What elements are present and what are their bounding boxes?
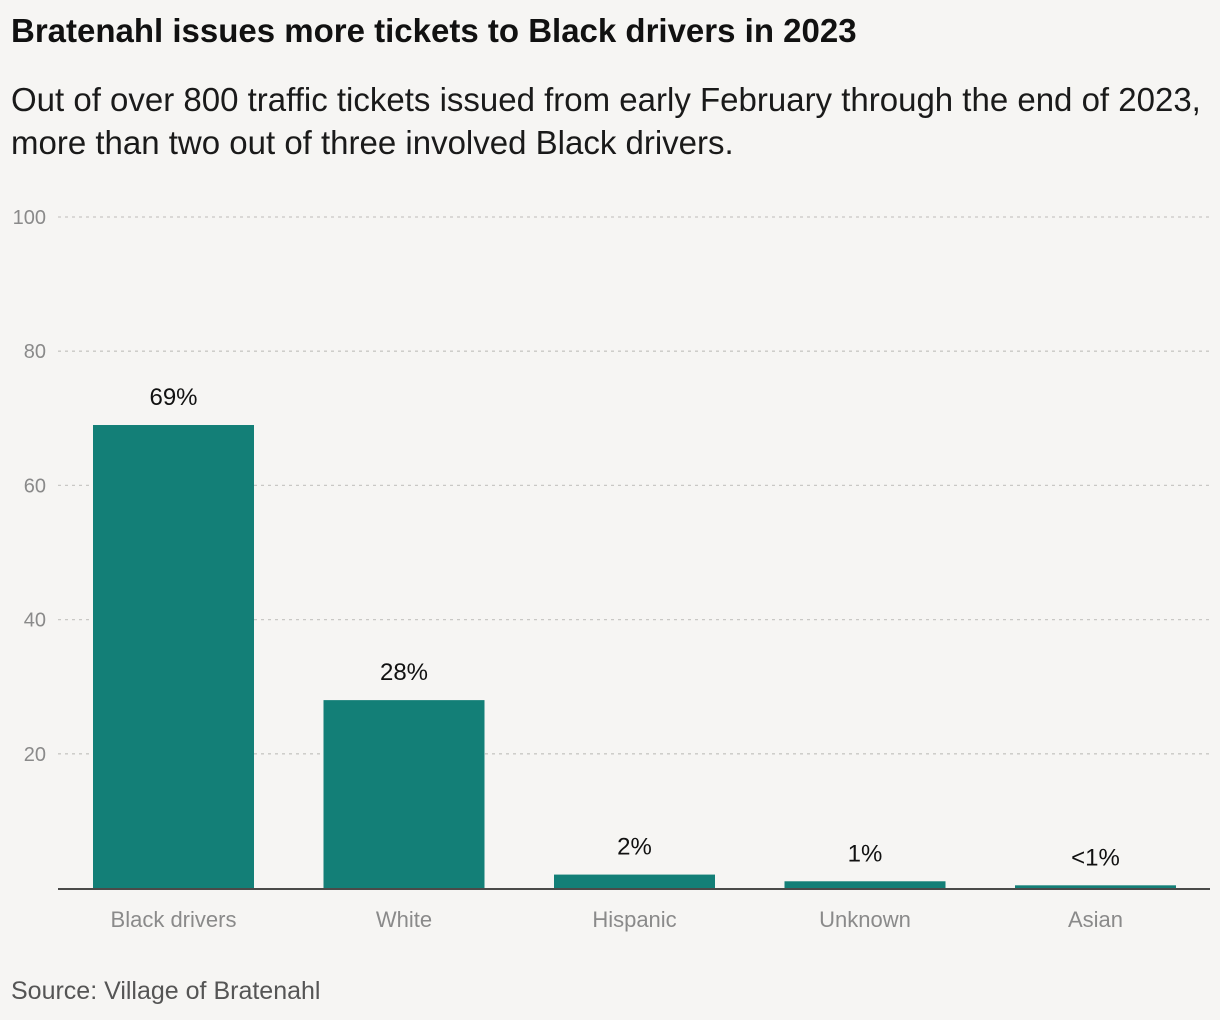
category-label: Unknown (819, 907, 911, 932)
y-tick-label: 100 (13, 207, 46, 229)
bar (323, 700, 485, 888)
source-note: Source: Village of Bratenahl (11, 977, 321, 1005)
value-label: 2% (617, 834, 652, 861)
category-label: Hispanic (592, 907, 676, 932)
y-tick-label: 20 (24, 744, 46, 766)
y-tick-label: 60 (24, 475, 46, 497)
bar (93, 425, 254, 888)
value-label: 28% (380, 659, 428, 686)
value-label: <1% (1071, 844, 1120, 871)
bar (784, 881, 946, 888)
value-label: 69% (149, 384, 197, 411)
y-tick-label: 80 (24, 341, 46, 363)
category-labels: Black drivers White Hispanic Unknown Asian (111, 907, 1123, 932)
y-axis-ticks: 20 40 60 80 100 (13, 207, 46, 766)
category-label: White (376, 907, 432, 932)
bar (1015, 885, 1176, 888)
bars (93, 425, 1176, 888)
category-label: Black drivers (111, 907, 237, 932)
y-tick-label: 40 (24, 610, 46, 632)
chart-subtitle: Out of over 800 traffic tickets issued f… (11, 81, 1201, 161)
chart-title: Bratenahl issues more tickets to Black d… (11, 12, 857, 49)
category-label: Asian (1068, 907, 1123, 932)
value-label: 1% (848, 840, 883, 867)
bar (554, 874, 715, 888)
value-labels: 69% 28% 2% 1% <1% (149, 384, 1119, 871)
